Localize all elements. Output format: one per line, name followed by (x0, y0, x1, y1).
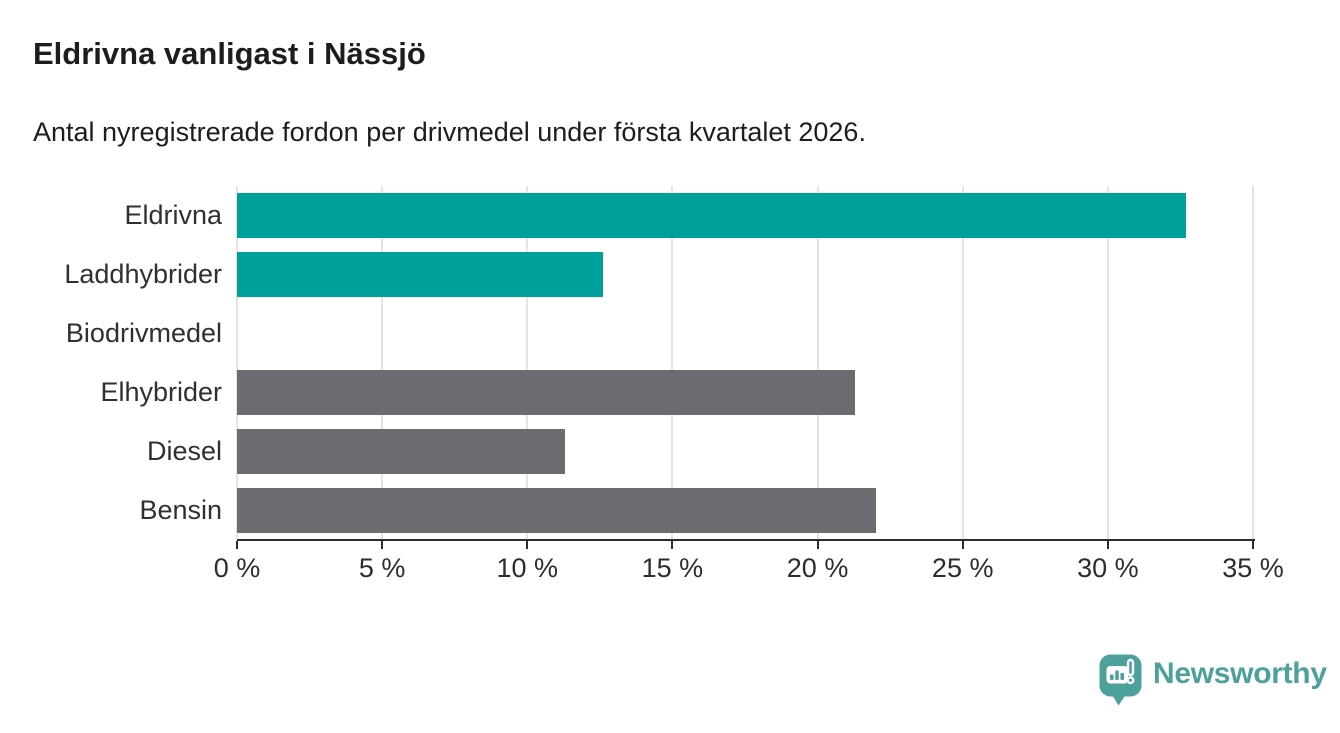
bar-laddhybrider (237, 252, 603, 297)
x-tick-mark-5 (381, 541, 384, 549)
gridline-15 (671, 186, 674, 540)
x-tick-label-15: 15 % (641, 553, 704, 583)
x-tick-mark-10 (526, 541, 529, 549)
brand-name: Newsworthy (1153, 657, 1327, 690)
x-tick-label-35: 35 % (1222, 553, 1284, 583)
chart-title: Eldrivna vanligast i Nässjö (33, 36, 426, 71)
bar-bensin (237, 488, 876, 533)
category-label-diesel: Diesel (146, 436, 222, 466)
bar-eldrivna (237, 193, 1187, 238)
category-label-laddhybrider: Laddhybrider (64, 259, 222, 289)
category-axis: Eldrivna Laddhybrider Biodrivmedel Elhybrid… (0, 186, 222, 540)
gridline-10 (526, 186, 529, 540)
gridline-0 (236, 186, 238, 540)
x-tick-label-20: 20 % (786, 553, 849, 583)
x-axis-line (237, 539, 1255, 541)
category-label-bensin: Bensin (139, 495, 222, 525)
x-tick-mark-30 (1106, 541, 1109, 549)
x-tick-label-5: 5 % (358, 553, 406, 583)
x-tick-label-0: 0 % (213, 553, 261, 583)
bar-elhybrider (237, 370, 856, 415)
x-tick-mark-0 (236, 541, 238, 549)
gridline-25 (961, 186, 964, 540)
x-tick-mark-35 (1252, 541, 1254, 549)
category-label-eldrivna: Eldrivna (124, 200, 222, 230)
category-label-biodrivmedel: Biodrivmedel (65, 318, 222, 348)
chart-subtitle: Antal nyregistrerade fordon per drivmede… (33, 117, 866, 147)
x-tick-label-10: 10 % (496, 553, 559, 583)
gridline-5 (381, 186, 384, 540)
x-tick-mark-15 (671, 541, 674, 549)
x-axis: 0 % 5 % 10 % 15 % 20 % 25 % 30 % 35 % (214, 541, 1284, 601)
gridline-30 (1106, 186, 1109, 540)
category-label-elhybrider: Elhybrider (100, 377, 222, 407)
gridline-20 (816, 186, 819, 540)
gridline-35 (1252, 186, 1254, 540)
brand-footer: Newsworthy (1098, 653, 1327, 707)
x-tick-label-30: 30 % (1077, 553, 1139, 583)
x-tick-label-25: 25 % (931, 553, 994, 583)
newsworthy-logo-icon (1099, 654, 1142, 706)
x-tick-mark-20 (816, 541, 819, 549)
plot-area (236, 186, 1254, 540)
bar-diesel (237, 429, 566, 474)
x-tick-mark-25 (961, 541, 964, 549)
